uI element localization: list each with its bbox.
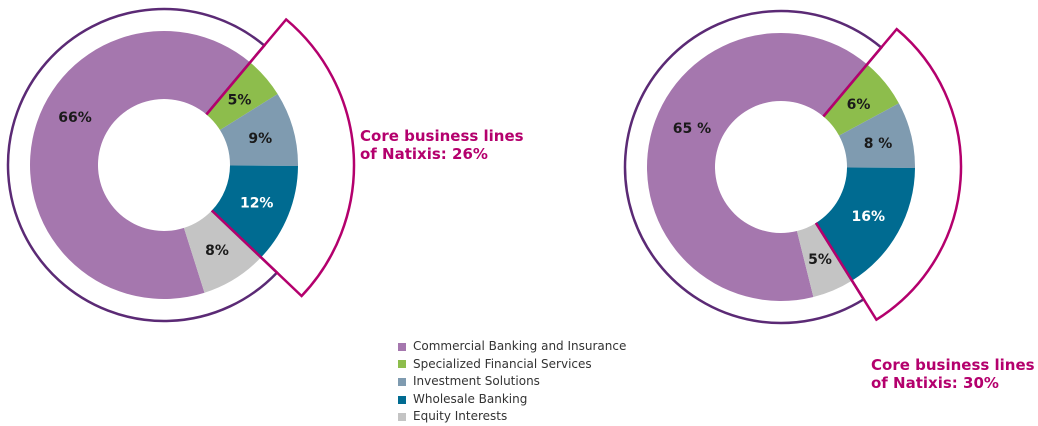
total-outline [623,9,884,325]
legend-swatch [398,395,406,404]
core-label-line1: Core business lines [360,127,524,145]
legend-item-specialized-financial: Specialized Financial Services [398,356,626,374]
core-business-outline [814,27,963,322]
slice-label-equity-interests: 5% [808,252,832,268]
legend-item-equity-interests: Equity Interests [398,408,626,426]
slice-label-specialized-financial: 5% [228,92,252,108]
legend-swatch [398,413,406,422]
core-business-label-left: Core business lines of Natixis: 26% [360,127,524,163]
legend-swatch [398,377,406,386]
donut-chart-1: 66% 5% 9% 12% 8% [6,7,356,323]
core-label-line2: of Natixis: 26% [360,145,488,163]
slice-specialized-financial [823,64,899,136]
slice-label-commercial-banking: 66% [58,110,92,126]
core-label-line1: Core business lines [871,356,1035,374]
legend-label: Specialized Financial Services [413,356,592,371]
legend-item-commercial-banking: Commercial Banking and Insurance [398,338,626,356]
slice-label-commercial-banking: 65 % [673,121,711,137]
core-business-outline [205,17,356,298]
slice-equity-interests [183,210,262,293]
slice-label-investment-solutions: 9% [248,131,272,147]
legend-label: Wholesale Banking [413,391,528,406]
slice-investment-solutions [219,93,299,166]
slice-commercial-banking [30,31,251,300]
total-outline [6,7,279,323]
slice-specialized-financial [206,62,278,131]
legend-label: Equity Interests [413,409,508,424]
legend-swatch [398,342,406,351]
chart-legend: Commercial Banking and Insurance Special… [398,338,626,426]
slice-label-wholesale-banking: 12% [240,195,274,211]
slice-label-wholesale-banking: 16% [852,209,886,225]
core-business-label-right: Core business lines of Natixis: 30% [871,356,1035,392]
slice-label-equity-interests: 8% [205,243,229,259]
slice-commercial-banking [646,33,868,302]
slice-label-investment-solutions: 8 % [864,136,893,152]
legend-swatch [398,360,406,369]
legend-label: Investment Solutions [413,374,540,389]
slice-label-specialized-financial: 6% [847,97,871,113]
slice-investment-solutions [839,103,916,168]
donut-chart-2: 65 % 6% 8 % 16% 5% [623,9,963,325]
legend-label: Commercial Banking and Insurance [413,339,627,353]
slice-equity-interests [796,222,853,298]
slice-wholesale-banking [815,167,915,281]
core-label-line2: of Natixis: 30% [871,374,999,392]
legend-item-wholesale-banking: Wholesale Banking [398,391,626,409]
slice-wholesale-banking [211,165,298,258]
legend-item-investment-solutions: Investment Solutions [398,373,626,391]
